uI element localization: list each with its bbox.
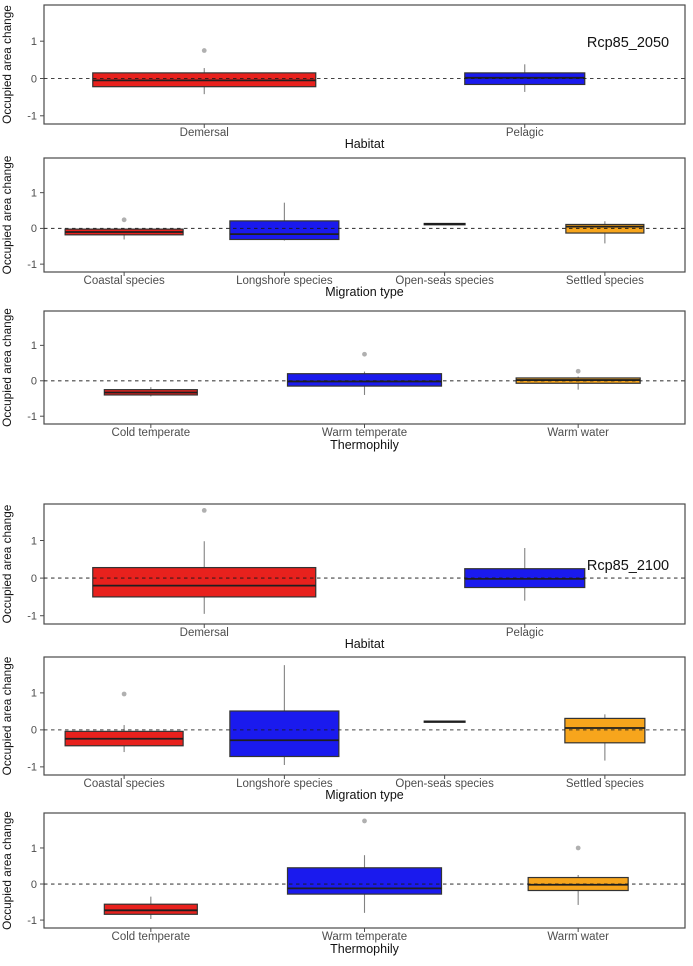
x-tick-label: Cold temperate	[112, 427, 191, 439]
panel-habitat-rcp85-2050: -1 0 1 Demersal Pelagic Habitat Occupied area …	[0, 4, 686, 151]
boxplot-longshore-species	[229, 202, 340, 241]
scenario-annotation: Rcp85_2100	[587, 558, 669, 574]
panel-border	[43, 157, 686, 273]
outlier-point	[201, 507, 207, 513]
boxplot-longshore-species	[229, 665, 340, 766]
box	[229, 220, 340, 241]
y-axis-title: Occupied area change	[0, 656, 14, 775]
y-tick-label: -1	[27, 611, 37, 623]
y-tick-label: 1	[31, 535, 37, 547]
x-tick-label: Open-seas species	[395, 275, 494, 287]
x-tick-label: Settled species	[566, 275, 644, 287]
y-tick-label: 1	[31, 187, 37, 199]
panel-border	[43, 503, 686, 625]
y-axis-title: Occupied area change	[0, 155, 14, 274]
boxplot-warm-temperate	[286, 818, 443, 913]
y-tick-label: 0	[31, 223, 37, 235]
panel-migration-type-rcp85-2100: -1 0 1 Coastal species Longshore species Open…	[0, 656, 686, 802]
outlier-point	[121, 217, 127, 223]
boxplot-cold-temperate	[103, 896, 198, 919]
y-tick-label: 0	[31, 573, 37, 585]
x-tick-label: Warm temperate	[322, 931, 407, 943]
outlier-point	[575, 368, 581, 374]
y-tick-label: 1	[31, 340, 37, 352]
x-tick-label: Pelagic	[506, 127, 544, 139]
x-tick-label: Coastal species	[84, 275, 165, 287]
box	[564, 717, 646, 744]
x-tick-label: Cold temperate	[112, 931, 191, 943]
outlier-point	[201, 48, 207, 53]
x-axis-title: Thermophily	[330, 438, 400, 452]
boxplot-cold-temperate	[103, 387, 198, 397]
x-axis-title: Habitat	[345, 637, 385, 651]
x-tick-label: Settled species	[566, 778, 644, 790]
x-axis-title: Thermophily	[330, 942, 400, 956]
panel-border	[43, 656, 686, 776]
y-tick-label: 0	[31, 376, 37, 388]
y-tick-label: 0	[31, 725, 37, 737]
outlier-point	[121, 691, 127, 697]
x-tick-label: Open-seas species	[395, 778, 494, 790]
outlier-point	[362, 351, 367, 357]
panel-border	[43, 4, 686, 125]
x-axis-title: Habitat	[345, 137, 385, 151]
y-tick-label: 0	[31, 73, 37, 85]
x-axis-title: Migration type	[325, 788, 404, 802]
panel-thermophily-rcp85-2050: -1 0 1 Cold temperate Warm temperate Warm wat…	[0, 308, 686, 452]
box	[286, 373, 443, 387]
box	[464, 72, 586, 86]
y-tick-label: 1	[31, 688, 37, 700]
outlier-point	[362, 818, 367, 824]
y-axis-title: Occupied area change	[0, 811, 14, 930]
y-axis-title: Occupied area change	[0, 308, 14, 427]
y-tick-label: 1	[31, 843, 37, 855]
scenario-annotation: Rcp85_2050	[587, 35, 669, 51]
boxplot-demersal	[92, 507, 317, 614]
y-tick-label: -1	[27, 259, 37, 271]
box	[92, 566, 317, 598]
x-tick-label: Longshore species	[236, 778, 333, 790]
y-tick-label: -1	[27, 111, 37, 123]
panel-habitat-rcp85-2100: -1 0 1 Demersal Pelagic Habitat Occupied area …	[0, 503, 686, 651]
y-axis-title: Occupied area change	[0, 5, 14, 124]
y-tick-label: -1	[27, 762, 37, 774]
boxplot-demersal	[92, 48, 317, 95]
boxplot-coastal-species	[64, 691, 184, 753]
x-tick-label: Longshore species	[236, 275, 333, 287]
x-tick-label: Demersal	[180, 127, 229, 139]
y-tick-label: -1	[27, 411, 37, 423]
panel-migration-type-rcp85-2050: -1 0 1 Coastal species Longshore species Open…	[0, 155, 686, 299]
box	[229, 710, 340, 758]
y-tick-label: 1	[31, 36, 37, 48]
panel-border	[43, 310, 686, 425]
x-tick-label: Warm water	[547, 931, 609, 943]
x-axis-title: Migration type	[325, 285, 404, 299]
x-tick-label: Warm temperate	[322, 427, 407, 439]
y-axis-title: Occupied area change	[0, 504, 14, 623]
box	[286, 867, 443, 895]
boxplot-warm-temperate	[286, 351, 443, 395]
y-tick-label: -1	[27, 915, 37, 927]
x-tick-label: Coastal species	[84, 778, 165, 790]
outlier-point	[575, 845, 581, 851]
panel-thermophily-rcp85-2100: -1 0 1 Cold temperate Warm temperate Warm wat…	[0, 811, 686, 956]
x-tick-label: Warm water	[547, 427, 609, 439]
boxplot-settled-species	[564, 714, 646, 761]
y-tick-label: 0	[31, 879, 37, 891]
x-tick-label: Demersal	[180, 627, 229, 639]
box	[103, 903, 198, 915]
x-tick-label: Pelagic	[506, 627, 544, 639]
